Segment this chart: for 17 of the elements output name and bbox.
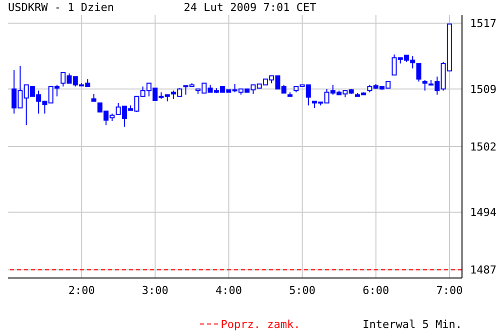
- legend-label: Poprz. zamk.: [220, 318, 300, 331]
- y-tick-label: 1487: [470, 264, 496, 277]
- y-tick-label: 1517: [470, 17, 496, 30]
- chart-subtitle: 24 Lut 2009 7:01 CET: [184, 1, 316, 14]
- y-tick-label: 1509: [470, 82, 496, 96]
- x-tick-label: 6:00: [362, 284, 390, 297]
- x-tick-label: 5:00: [289, 284, 316, 297]
- x-tick-label: 7:00: [436, 284, 463, 297]
- candlestick: [416, 62, 422, 82]
- x-tick-label: 4:00: [215, 284, 242, 297]
- text: Interwal 5 Min.: [362, 318, 462, 331]
- candlestick: [422, 79, 428, 92]
- y-tick-label: 1502: [470, 140, 496, 154]
- chart-title: USDKRW - 1 Dzien: [8, 1, 114, 14]
- y-tick-label: 1494: [470, 206, 497, 220]
- x-tick-label: 2:00: [68, 284, 95, 297]
- x-tick-label: 3:00: [142, 284, 168, 297]
